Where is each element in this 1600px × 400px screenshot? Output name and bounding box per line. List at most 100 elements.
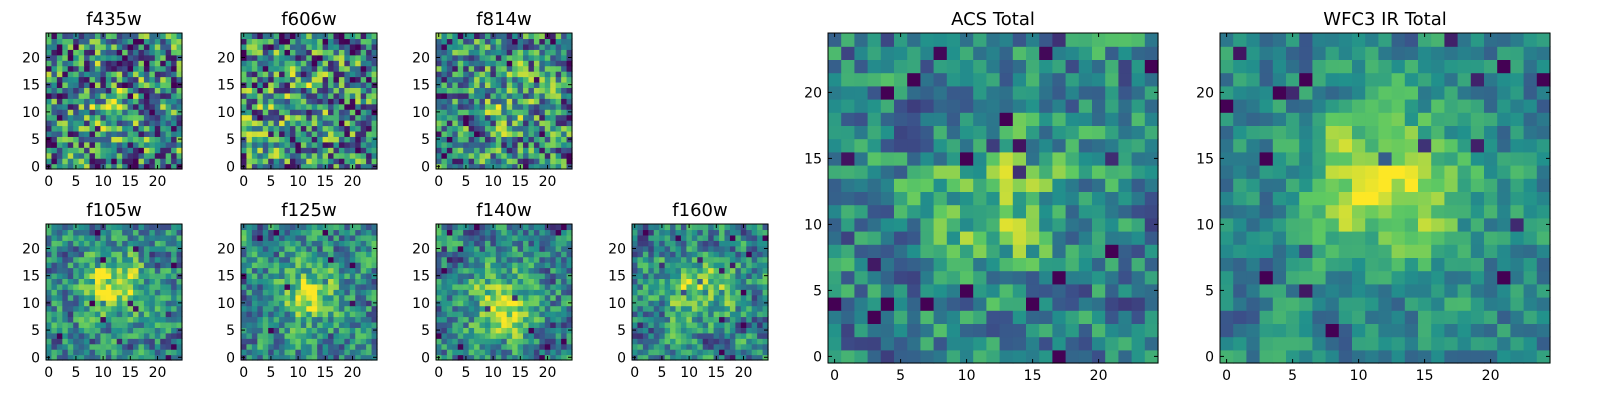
heatmap-cell <box>154 311 161 318</box>
heatmap-cell <box>116 152 123 159</box>
heatmap-cell <box>273 158 280 165</box>
heatmap-cell <box>841 336 855 351</box>
heatmap-cell <box>528 92 535 99</box>
heatmap-cell <box>920 270 935 285</box>
heatmap-cell <box>46 311 53 318</box>
heatmap-cell <box>501 54 508 61</box>
heatmap-cell <box>165 267 172 274</box>
heatmap-cell <box>828 165 842 179</box>
heatmap-cell <box>306 125 313 132</box>
heatmap-cell <box>854 231 869 245</box>
heatmap-cell <box>664 262 671 269</box>
heatmap-cell <box>468 33 475 40</box>
heatmap-cell <box>724 251 731 258</box>
heatmap-cell <box>642 272 649 279</box>
heatmap-cell <box>452 338 459 345</box>
heatmap-cell <box>441 136 448 143</box>
heatmap-cell <box>133 251 140 258</box>
heatmap-cell <box>371 262 378 269</box>
heatmap-cell <box>105 311 112 318</box>
heatmap-cell <box>149 327 156 334</box>
heatmap-cell <box>143 354 150 361</box>
heatmap-cell <box>484 343 491 350</box>
heatmap-cell <box>105 109 112 116</box>
heatmap-cell <box>463 130 470 137</box>
heatmap-cell <box>295 147 302 154</box>
heatmap-cell <box>484 141 491 148</box>
heatmap-cell <box>111 38 118 45</box>
heatmap-cell <box>495 327 502 334</box>
heatmap-cell <box>973 231 987 245</box>
heatmap-cell <box>452 289 459 296</box>
heatmap-cell <box>999 191 1014 206</box>
heatmap-cell <box>338 262 345 269</box>
heatmap-cell <box>143 283 150 290</box>
heatmap-cell <box>105 251 112 258</box>
heatmap-cell <box>550 245 557 252</box>
heatmap-cell <box>246 289 253 296</box>
heatmap-cell <box>544 141 551 148</box>
heatmap-cell <box>62 251 69 258</box>
heatmap-cell <box>176 234 183 241</box>
y-tick-label: 20 <box>22 50 40 66</box>
heatmap-cell <box>653 349 660 356</box>
heatmap-cell <box>1144 349 1159 364</box>
heatmap-cell <box>366 332 373 339</box>
heatmap-cell <box>1012 349 1027 364</box>
heatmap-cell <box>306 327 313 334</box>
heatmap-cell <box>632 262 639 269</box>
heatmap-cell <box>246 43 253 50</box>
heatmap-cell <box>702 316 709 323</box>
heatmap-cell <box>659 311 666 318</box>
heatmap-cell <box>51 130 58 137</box>
heatmap-cell <box>1052 244 1067 258</box>
heatmap-cell <box>246 294 253 301</box>
heatmap-cell <box>116 71 123 78</box>
heatmap-cell <box>468 114 475 121</box>
heatmap-cell <box>328 92 335 99</box>
heatmap-cell <box>880 244 895 258</box>
heatmap-cell <box>338 136 345 143</box>
heatmap-cell <box>555 98 562 105</box>
heatmap-cell <box>127 294 134 301</box>
heatmap-cell <box>550 251 557 258</box>
heatmap-cell <box>436 130 443 137</box>
heatmap-cell <box>257 136 264 143</box>
heatmap-cell <box>517 234 524 241</box>
heatmap-cell <box>105 349 112 356</box>
heatmap-cell <box>89 92 96 99</box>
heatmap-cell <box>138 38 145 45</box>
heatmap-cell <box>149 120 156 127</box>
heatmap-cell <box>67 349 74 356</box>
heatmap-cell <box>89 343 96 350</box>
heatmap-cell <box>653 245 660 252</box>
heatmap-cell <box>176 305 183 312</box>
heatmap-cell <box>533 147 540 154</box>
heatmap-cell <box>999 217 1014 232</box>
y-tick-label: 0 <box>617 350 626 366</box>
heatmap-cell <box>740 278 747 285</box>
heatmap-cell <box>539 354 546 361</box>
heatmap-cell <box>127 245 134 252</box>
heatmap-cell <box>828 323 842 338</box>
heatmap-cell <box>960 178 974 192</box>
heatmap-cell <box>735 289 742 296</box>
heatmap-cell <box>1052 336 1067 351</box>
heatmap-cell <box>735 283 742 290</box>
heatmap-cell <box>463 92 470 99</box>
heatmap-cell <box>708 283 715 290</box>
heatmap-cell <box>506 114 513 121</box>
heatmap-cell <box>512 54 519 61</box>
heatmap-cell <box>1105 323 1119 338</box>
heatmap-cell <box>73 71 80 78</box>
heatmap-cell <box>702 294 709 301</box>
heatmap-cell <box>474 38 481 45</box>
heatmap-cell <box>349 349 356 356</box>
heatmap-cell <box>105 152 112 159</box>
heatmap-cell <box>724 262 731 269</box>
heatmap-cell <box>246 33 253 40</box>
heatmap-cell <box>279 60 286 67</box>
heatmap-cell <box>56 234 63 241</box>
heatmap-cell <box>176 289 183 296</box>
heatmap-cell <box>306 300 313 307</box>
